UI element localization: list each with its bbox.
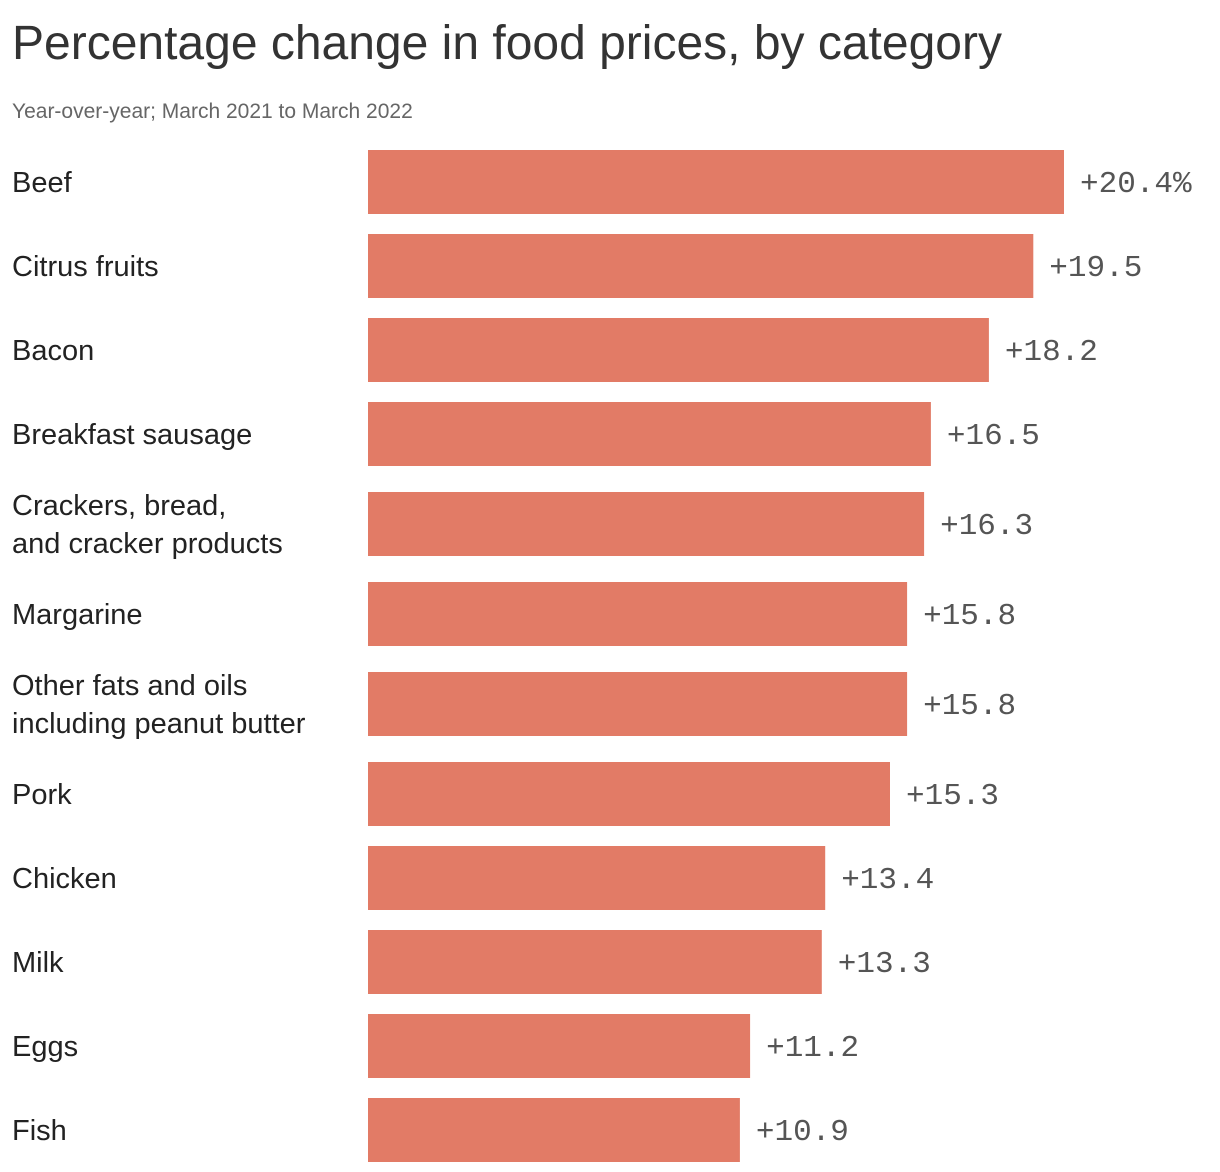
bar-0 <box>368 150 1064 214</box>
category-label-8: Chicken <box>12 863 117 895</box>
category-label-3: Breakfast sausage <box>12 419 252 451</box>
category-label-11: Fish <box>12 1115 67 1147</box>
category-label-4: Crackers, bread, and cracker products <box>12 490 283 560</box>
category-label-9: Milk <box>12 947 64 979</box>
bar-10 <box>368 1014 751 1078</box>
category-label-7: Pork <box>12 779 72 811</box>
category-label-5: Margarine <box>12 599 143 631</box>
category-label-2: Bacon <box>12 335 94 367</box>
bar-3 <box>368 402 931 466</box>
category-label-0: Beef <box>12 167 73 199</box>
value-label-9: +13.3 <box>838 947 931 982</box>
value-label-5: +15.8 <box>923 599 1016 634</box>
value-label-10: +11.2 <box>766 1031 859 1066</box>
bar-8 <box>368 846 826 910</box>
value-label-1: +19.5 <box>1049 251 1142 286</box>
bar-1 <box>368 234 1034 298</box>
chart-subtitle: Year-over-year; March 2021 to March 2022 <box>12 100 413 123</box>
value-label-0: +20.4% <box>1080 167 1192 202</box>
bar-6 <box>368 672 908 736</box>
value-label-3: +16.5 <box>947 419 1040 454</box>
bar-5 <box>368 582 908 646</box>
bar-9 <box>368 930 822 994</box>
bar-4 <box>368 492 925 556</box>
bar-7 <box>368 762 890 826</box>
bar-11 <box>368 1098 740 1162</box>
value-label-8: +13.4 <box>841 863 934 898</box>
value-label-7: +15.3 <box>906 779 999 814</box>
category-label-10: Eggs <box>12 1031 78 1063</box>
category-label-6: Other fats and oils including peanut butt… <box>12 670 306 740</box>
value-label-4: +16.3 <box>940 509 1033 544</box>
bar-2 <box>368 318 989 382</box>
value-label-6: +15.8 <box>923 689 1016 724</box>
category-label-1: Citrus fruits <box>12 251 159 283</box>
value-label-2: +18.2 <box>1005 335 1098 370</box>
chart-title: Percentage change in food prices, by cat… <box>12 17 1002 70</box>
value-label-11: +10.9 <box>756 1115 849 1150</box>
